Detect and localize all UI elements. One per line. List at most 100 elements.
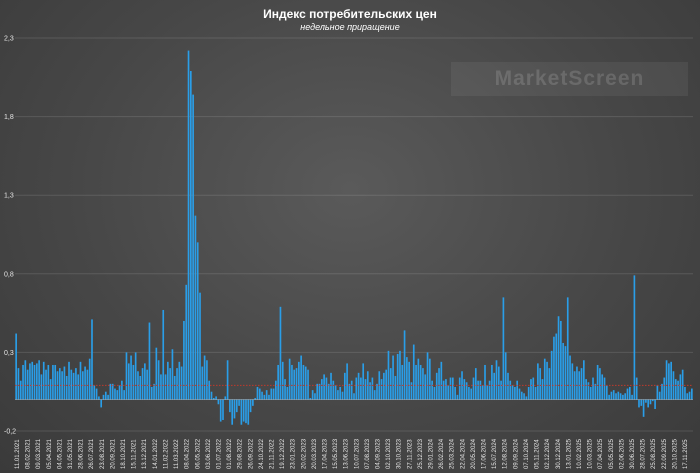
bar bbox=[438, 368, 440, 400]
x-tick-label: 05.05.2025 bbox=[609, 438, 615, 469]
bar bbox=[63, 366, 66, 400]
bar bbox=[500, 380, 502, 400]
bar bbox=[541, 379, 544, 400]
bar bbox=[160, 374, 162, 400]
bar bbox=[42, 361, 45, 400]
bar bbox=[619, 393, 622, 400]
bar bbox=[658, 391, 661, 400]
y-axis-ticks: -0,2 0,3 0,8 1,3 1,8 2,3 bbox=[4, 36, 16, 436]
x-tick-label: 23.08.2021 bbox=[100, 438, 106, 469]
bar bbox=[261, 391, 263, 400]
bar bbox=[376, 383, 378, 400]
bar bbox=[24, 360, 27, 400]
bar bbox=[320, 379, 323, 400]
bar bbox=[31, 361, 34, 400]
bar bbox=[369, 382, 371, 400]
bar bbox=[539, 368, 541, 400]
bar bbox=[68, 361, 70, 400]
bar bbox=[17, 368, 20, 400]
bar bbox=[348, 383, 351, 400]
bar bbox=[339, 386, 342, 400]
bar bbox=[569, 355, 571, 400]
bar bbox=[314, 393, 316, 400]
bar bbox=[557, 316, 560, 400]
bar bbox=[645, 399, 647, 403]
bar bbox=[272, 388, 275, 400]
x-tick-label: 19.12.2022 bbox=[280, 438, 286, 469]
bar bbox=[412, 344, 415, 400]
y-tick-label: 2,3 bbox=[4, 36, 14, 43]
bar bbox=[674, 379, 677, 400]
bar bbox=[98, 396, 100, 400]
bar bbox=[564, 346, 567, 400]
bars bbox=[15, 50, 693, 425]
bar bbox=[495, 360, 498, 400]
bar bbox=[355, 377, 358, 400]
bar bbox=[203, 355, 206, 400]
x-tick-label: 30.10.2023 bbox=[397, 438, 403, 469]
bar bbox=[530, 379, 532, 400]
bar bbox=[399, 350, 401, 400]
bar bbox=[633, 275, 636, 400]
bar bbox=[628, 386, 631, 400]
x-tick-label: 12.08.2024 bbox=[503, 438, 509, 469]
bar bbox=[309, 397, 312, 400]
bar bbox=[403, 330, 406, 400]
bar bbox=[433, 386, 436, 400]
bar bbox=[111, 383, 114, 400]
bar bbox=[65, 375, 68, 400]
bar bbox=[440, 361, 443, 400]
bar bbox=[192, 94, 194, 400]
bar bbox=[422, 368, 424, 400]
bar bbox=[371, 377, 374, 400]
bar bbox=[587, 382, 590, 400]
bar bbox=[327, 383, 330, 400]
bar bbox=[47, 364, 50, 400]
bar bbox=[183, 320, 185, 400]
bar bbox=[497, 366, 500, 400]
watermark-logo: MarketScreen bbox=[451, 62, 688, 96]
x-tick-label: 08.02.2021 bbox=[26, 438, 32, 469]
bar bbox=[516, 380, 519, 400]
bar bbox=[330, 372, 332, 400]
bar bbox=[468, 386, 470, 400]
x-tick-label: 18.10.2021 bbox=[121, 438, 127, 469]
x-tick-label: 09.03.2021 bbox=[36, 438, 42, 469]
bar bbox=[656, 385, 659, 400]
bar bbox=[585, 379, 587, 400]
bar bbox=[670, 361, 672, 400]
chart-title: Индекс потребительских цен bbox=[263, 7, 437, 21]
bar bbox=[125, 352, 128, 400]
x-tick-label: 02.12.2024 bbox=[545, 438, 551, 469]
bar bbox=[275, 380, 277, 400]
bar bbox=[164, 374, 167, 400]
bar bbox=[679, 374, 682, 400]
bar bbox=[396, 353, 399, 400]
bar bbox=[61, 371, 63, 400]
bar bbox=[233, 399, 236, 419]
y-tick-label: 1,8 bbox=[4, 114, 14, 121]
bar bbox=[622, 394, 624, 400]
bar bbox=[456, 394, 459, 400]
bar bbox=[624, 393, 627, 400]
x-tick-label: 17.04.2023 bbox=[322, 438, 328, 469]
bar bbox=[256, 386, 259, 400]
bar bbox=[543, 358, 546, 400]
bar bbox=[288, 358, 291, 400]
bar bbox=[245, 399, 247, 424]
bar bbox=[91, 319, 93, 400]
bar bbox=[684, 386, 686, 400]
x-tick-label: 01.08.2022 bbox=[227, 438, 233, 469]
bar bbox=[58, 368, 61, 400]
bar bbox=[392, 355, 394, 400]
bar bbox=[242, 399, 245, 422]
bar bbox=[546, 361, 548, 400]
bar bbox=[206, 360, 208, 400]
bar bbox=[293, 369, 296, 400]
bar bbox=[22, 364, 24, 400]
bar bbox=[493, 372, 496, 400]
bar bbox=[235, 399, 238, 413]
x-tick-label: 10.02.2025 bbox=[577, 438, 583, 469]
bar bbox=[424, 374, 427, 400]
x-tick-label: 31.05.2021 bbox=[68, 438, 74, 469]
